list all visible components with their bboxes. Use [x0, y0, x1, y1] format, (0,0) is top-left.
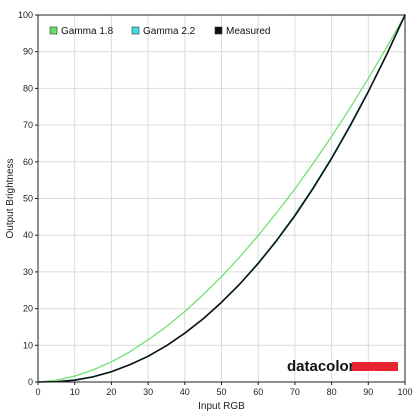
- x-tick-label: 90: [363, 387, 373, 397]
- logo-bar: [352, 362, 398, 371]
- legend-label: Measured: [226, 26, 270, 37]
- y-tick-label: 70: [23, 120, 33, 130]
- x-tick-label: 60: [253, 387, 263, 397]
- series-line-gamma-1-8: [37, 14, 406, 383]
- y-axis-label: Output Brightness: [5, 158, 16, 238]
- y-tick-label: 20: [23, 304, 33, 314]
- tick-labels: 0 10 20 30 40 50 60 70 80 90 100 0 10 20 30 40 50 60 70 80 9…: [18, 10, 413, 397]
- x-tick-label: 50: [216, 387, 226, 397]
- x-tick-label: 20: [106, 387, 116, 397]
- legend-label: Gamma 2.2: [143, 26, 196, 37]
- x-tick-label: 100: [397, 387, 412, 397]
- x-axis-label: Input RGB: [198, 401, 245, 412]
- x-tick-label: 30: [143, 387, 153, 397]
- y-tick-label: 30: [23, 267, 33, 277]
- y-tick-label: 50: [23, 194, 33, 204]
- legend: Gamma 1.8 Gamma 2.2 Measured: [49, 26, 270, 37]
- legend-label: Gamma 1.8: [61, 26, 114, 37]
- y-tick-label: 10: [23, 340, 33, 350]
- y-tick-label: 40: [23, 230, 33, 240]
- logo-text: datacolor: [287, 358, 355, 375]
- datacolor-logo: datacolor: [287, 358, 398, 375]
- x-tick-label: 10: [70, 387, 80, 397]
- grid: [38, 15, 405, 382]
- x-tick-label: 70: [290, 387, 300, 397]
- legend-swatch: [131, 26, 140, 35]
- series-layer: [37, 14, 406, 383]
- legend-swatch: [214, 26, 223, 35]
- y-tick-label: 100: [18, 10, 33, 20]
- y-tick-label: 0: [28, 377, 33, 387]
- y-tick-label: 90: [23, 47, 33, 57]
- legend-swatch: [49, 26, 58, 35]
- y-tick-label: 80: [23, 83, 33, 93]
- y-tick-label: 60: [23, 157, 33, 167]
- series-line-measured: [37, 14, 406, 383]
- x-tick-label: 0: [35, 387, 40, 397]
- x-tick-label: 40: [180, 387, 190, 397]
- x-tick-label: 80: [327, 387, 337, 397]
